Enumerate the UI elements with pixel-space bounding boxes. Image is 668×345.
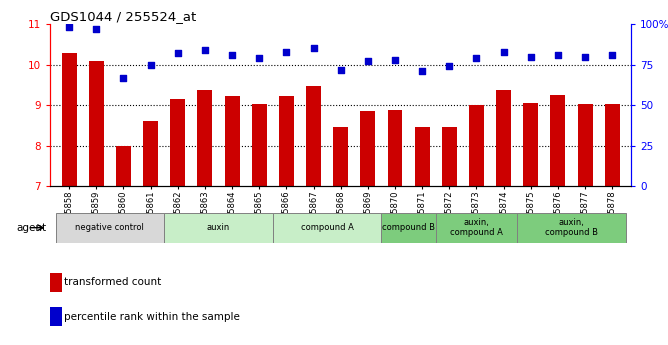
Point — [580, 54, 591, 59]
Bar — [164, 213, 273, 243]
Bar — [89, 61, 104, 186]
Bar — [224, 96, 240, 186]
Point — [172, 51, 183, 56]
Bar — [61, 52, 77, 186]
Bar — [415, 127, 430, 186]
Point — [498, 49, 509, 55]
Bar — [116, 146, 131, 186]
Bar — [578, 105, 593, 186]
Bar — [387, 110, 402, 186]
Point — [552, 52, 563, 58]
Bar — [436, 213, 517, 243]
Text: auxin: auxin — [207, 223, 230, 232]
Text: transformed count: transformed count — [64, 277, 162, 287]
Point — [417, 68, 428, 74]
Bar — [198, 90, 212, 186]
Bar — [442, 127, 457, 186]
Point — [254, 56, 265, 61]
Text: compound B: compound B — [382, 223, 435, 232]
Bar — [360, 111, 375, 186]
Bar — [273, 213, 381, 243]
Text: percentile rank within the sample: percentile rank within the sample — [64, 312, 240, 322]
Text: GDS1044 / 255524_at: GDS1044 / 255524_at — [50, 10, 196, 23]
Point — [145, 62, 156, 67]
Text: compound A: compound A — [301, 223, 353, 232]
Point — [63, 24, 74, 30]
Text: auxin,
compound B: auxin, compound B — [545, 218, 598, 237]
Point — [226, 52, 237, 58]
Bar — [279, 96, 294, 186]
Bar — [50, 273, 62, 292]
Point — [308, 46, 319, 51]
Bar — [50, 307, 62, 326]
Point — [444, 63, 455, 69]
Bar — [252, 105, 267, 186]
Bar — [523, 103, 538, 186]
Point — [281, 49, 292, 55]
Bar — [469, 105, 484, 186]
Point — [335, 67, 346, 72]
Bar — [143, 121, 158, 186]
Text: auxin,
compound A: auxin, compound A — [450, 218, 503, 237]
Bar — [333, 127, 348, 186]
Point — [363, 59, 373, 64]
Point — [471, 56, 482, 61]
Point — [200, 47, 210, 53]
Bar — [170, 99, 185, 186]
Text: negative control: negative control — [75, 223, 144, 232]
Bar — [381, 213, 436, 243]
Point — [526, 54, 536, 59]
Point — [91, 26, 102, 32]
Point — [607, 52, 618, 58]
Bar — [517, 213, 626, 243]
Bar — [306, 86, 321, 186]
Text: agent: agent — [17, 223, 47, 233]
Bar — [550, 95, 565, 186]
Bar — [55, 213, 164, 243]
Bar — [605, 105, 620, 186]
Bar — [496, 90, 511, 186]
Point — [118, 75, 129, 80]
Point — [389, 57, 400, 62]
